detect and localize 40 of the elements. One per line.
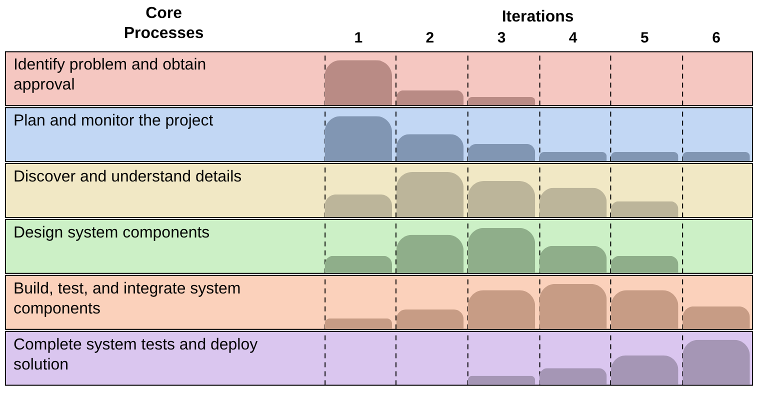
bar [396,134,464,162]
bar [468,376,536,385]
x-tick-label: 6 [712,30,720,47]
bar [539,368,607,385]
x-tick-label: 1 [354,30,363,47]
bar [611,256,678,273]
bar [611,356,678,385]
bar [539,246,607,273]
bar [324,256,392,273]
bar [396,234,464,273]
bar [611,152,678,162]
x-axis-title: Iterations [502,8,574,26]
text: Core Processes [124,5,204,42]
x-tick-label: 5 [640,30,649,47]
bar [468,144,536,162]
bar [539,188,607,217]
bar [324,194,392,217]
bar [539,284,607,329]
bar [611,201,678,217]
bar [468,228,536,273]
y-axis-title: Plan and monitor the project [13,112,214,130]
bar [611,290,678,329]
y-axis-title: Complete system tests and deploy solution [13,336,258,374]
bar [324,318,392,329]
y-axis-title: Discover and understand details [13,168,242,186]
bar [396,172,464,217]
bar [324,116,392,162]
y-axis-title: Design system components [13,224,210,242]
x-tick-label: 4 [568,30,578,47]
y-axis-title: Build, test, and integrate system components [13,280,241,318]
bar [468,290,536,329]
bar [682,152,750,162]
x-tick-label: 3 [497,30,506,47]
bar [682,306,750,329]
bar [682,340,750,385]
bar [396,310,464,329]
y-axis-title: Identify problem and obtain approval [13,56,206,94]
bar [468,181,536,217]
bar [539,152,607,162]
x-tick-label: 2 [426,30,434,47]
